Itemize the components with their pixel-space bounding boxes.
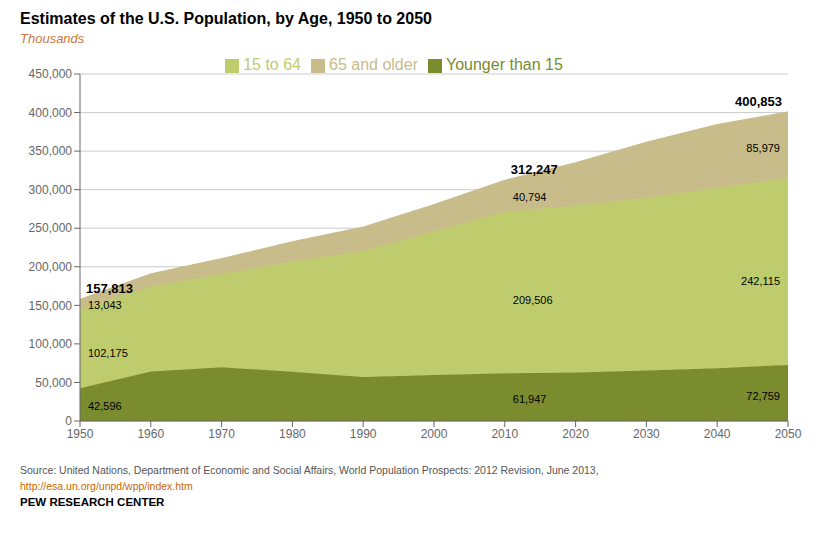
svg-text:42,596: 42,596 bbox=[88, 400, 122, 412]
svg-text:2020: 2020 bbox=[562, 427, 589, 441]
svg-text:61,947: 61,947 bbox=[513, 393, 547, 405]
svg-text:2040: 2040 bbox=[704, 427, 731, 441]
svg-text:85,979: 85,979 bbox=[746, 142, 780, 154]
svg-text:209,506: 209,506 bbox=[513, 294, 553, 306]
svg-text:50,000: 50,000 bbox=[35, 376, 72, 390]
svg-text:350,000: 350,000 bbox=[29, 144, 73, 158]
svg-text:2010: 2010 bbox=[491, 427, 518, 441]
svg-text:1980: 1980 bbox=[279, 427, 306, 441]
svg-text:100,000: 100,000 bbox=[29, 337, 73, 351]
svg-text:400,000: 400,000 bbox=[29, 106, 73, 120]
svg-text:250,000: 250,000 bbox=[29, 221, 73, 235]
svg-text:150,000: 150,000 bbox=[29, 299, 73, 313]
html-text:Source: United Nations, Depart: Source: United Nations, Department of Ec… bbox=[20, 464, 599, 476]
svg-text:1970: 1970 bbox=[208, 427, 235, 441]
svg-text:72,759: 72,759 bbox=[746, 390, 780, 402]
svg-text:2050: 2050 bbox=[775, 427, 802, 441]
svg-text:40,794: 40,794 bbox=[513, 191, 547, 203]
svg-text:300,000: 300,000 bbox=[29, 183, 73, 197]
html-text:15 to 64: 15 to 64 bbox=[243, 56, 301, 73]
svg-text:312,247: 312,247 bbox=[511, 162, 558, 177]
svg-text:1950: 1950 bbox=[67, 427, 94, 441]
svg-text:0: 0 bbox=[65, 414, 72, 428]
html-text:65 and older: 65 and older bbox=[329, 56, 418, 73]
svg-text:200,000: 200,000 bbox=[29, 260, 73, 274]
svg-text:400,853: 400,853 bbox=[735, 94, 782, 109]
svg-text:2030: 2030 bbox=[633, 427, 660, 441]
svg-text:2000: 2000 bbox=[421, 427, 448, 441]
svg-text:13,043: 13,043 bbox=[88, 299, 122, 311]
svg-text:1990: 1990 bbox=[350, 427, 377, 441]
svg-text:157,813: 157,813 bbox=[86, 281, 133, 296]
html-text:Younger than 15: Younger than 15 bbox=[446, 56, 563, 73]
html-text:http://esa.un.org/unpd/wpp/ind: http://esa.un.org/unpd/wpp/index.htm bbox=[20, 480, 193, 492]
html-text:Estimates of the U.S. Populati: Estimates of the U.S. Population, by Age… bbox=[20, 10, 432, 27]
svg-text:242,115: 242,115 bbox=[741, 275, 780, 287]
html-text:Thousands: Thousands bbox=[20, 31, 85, 46]
svg-text:450,000: 450,000 bbox=[29, 67, 73, 81]
svg-text:102,175: 102,175 bbox=[88, 347, 128, 359]
svg-text:1960: 1960 bbox=[137, 427, 164, 441]
html-text:PEW RESEARCH CENTER: PEW RESEARCH CENTER bbox=[20, 496, 165, 508]
